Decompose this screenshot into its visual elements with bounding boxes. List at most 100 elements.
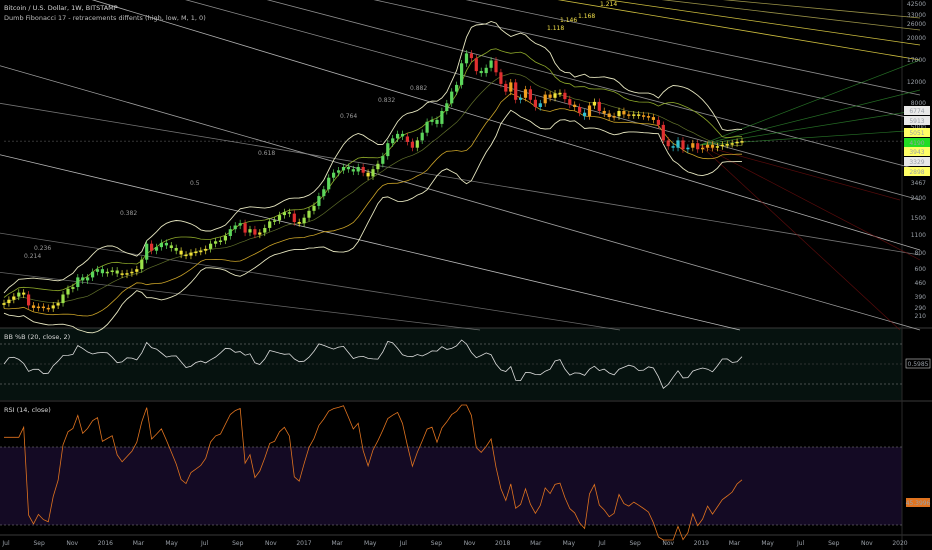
time-tick-label: Sep: [629, 540, 641, 547]
candle-body: [410, 141, 414, 148]
candle-body: [125, 273, 129, 275]
candle-body: [607, 113, 611, 117]
time-tick-label: 2020: [892, 540, 907, 547]
candle-body: [287, 212, 291, 214]
candle-body: [484, 67, 488, 74]
candle-body: [602, 111, 606, 114]
candle-body: [523, 89, 528, 98]
candle-body: [376, 163, 380, 170]
candle-body: [632, 114, 636, 116]
candle-body: [7, 299, 11, 304]
time-tick-label: Sep: [828, 540, 840, 547]
time-tick-label: May: [563, 540, 576, 547]
candle-body: [351, 169, 355, 172]
candle-body: [435, 119, 439, 124]
fib-level-label: 1.118: [547, 25, 564, 32]
candle-body: [174, 248, 178, 251]
price-tick-label: 600: [915, 266, 927, 273]
time-tick-label: Sep: [33, 540, 45, 547]
candle-body: [396, 133, 400, 139]
time-tick-label: Jul: [597, 540, 606, 547]
candle-body: [228, 229, 232, 236]
inner-band-upper: [3, 48, 743, 298]
candle-body: [317, 196, 321, 206]
candle-body: [440, 111, 444, 124]
candle-body: [371, 169, 375, 177]
price-label: 6774: [909, 108, 924, 115]
fib-fan-line: [185, 0, 921, 201]
candle-body: [243, 223, 247, 233]
candle-body: [95, 269, 100, 272]
candle-body: [307, 210, 311, 218]
candle-body: [715, 146, 719, 148]
price-tick-label: 210: [915, 313, 927, 320]
candle-body: [194, 251, 198, 254]
candle-body: [154, 247, 159, 251]
candle-body: [150, 243, 154, 251]
price-tick-label: 2400: [911, 195, 926, 202]
fib-level-label: 0.382: [120, 210, 137, 217]
projection-fan-green: [699, 59, 921, 146]
price-label: 3329: [909, 159, 924, 166]
fib-fan-line: [606, 0, 921, 46]
candle-body: [12, 296, 16, 300]
candle-body: [504, 83, 508, 92]
candle-body: [578, 107, 582, 113]
candle-body: [41, 306, 45, 309]
candle-body: [479, 71, 483, 74]
time-tick-label: 2019: [694, 540, 709, 547]
percent-b-title: BB %B (20, close, 2): [4, 333, 71, 341]
indicator-legend: Dumb Fibonacci 17 - retracements diffent…: [4, 14, 206, 22]
candle-body: [494, 60, 498, 73]
band-basis: [3, 73, 742, 304]
candle-body: [701, 147, 705, 150]
candle-body: [332, 172, 336, 178]
candle-body: [528, 89, 532, 100]
price-tick-label: 390: [915, 294, 927, 301]
candle-body: [627, 114, 631, 116]
fib-fan-line: [0, 154, 741, 331]
candle-body: [140, 259, 144, 270]
candle-body: [209, 243, 213, 249]
candle-body: [184, 254, 188, 257]
candle-body: [710, 144, 715, 148]
price-label: 2898: [909, 169, 924, 176]
candle-body: [223, 236, 227, 241]
candle-body: [86, 277, 90, 281]
candle-body: [115, 270, 119, 274]
candle-body: [66, 288, 70, 295]
candle-body: [563, 92, 567, 100]
candle-body: [258, 232, 262, 235]
time-tick-label: Nov: [66, 540, 78, 547]
candle-body: [277, 215, 282, 221]
fib-fan-line: [661, 0, 921, 31]
candle-body: [189, 252, 193, 256]
price-tick-label: 26000: [907, 21, 926, 28]
candle-body: [282, 212, 286, 216]
rsi-band-fill: [0, 447, 902, 525]
fib-fan-line: [722, 0, 921, 19]
candle-body: [676, 140, 680, 148]
candle-body: [110, 270, 114, 272]
candle-body: [297, 222, 301, 224]
price-label-box: [904, 106, 930, 115]
chart-title: Bitcoin / U.S. Dollar, 1W, BITSTAMP: [4, 4, 118, 12]
candle-body: [322, 189, 326, 197]
percent-b-pane: [0, 328, 902, 400]
candle-body: [646, 116, 651, 118]
candle-body: [341, 167, 346, 171]
rsi-value: 45.3996: [906, 500, 931, 507]
fib-fan-line: [0, 102, 921, 256]
price-tick-label: 290: [915, 305, 927, 312]
candle-body: [61, 294, 65, 304]
price-label: 5051: [909, 130, 924, 137]
fib-fan-line: [266, 0, 921, 171]
rsi-title: RSI (14, close): [4, 406, 51, 414]
fib-level-label: 0.236: [34, 245, 51, 252]
candle-body: [159, 242, 163, 248]
candle-body: [617, 111, 621, 117]
candle-body: [164, 242, 168, 246]
fib-fan-line: [91, 0, 921, 251]
candle-body: [592, 101, 596, 106]
candle-body: [464, 53, 469, 64]
